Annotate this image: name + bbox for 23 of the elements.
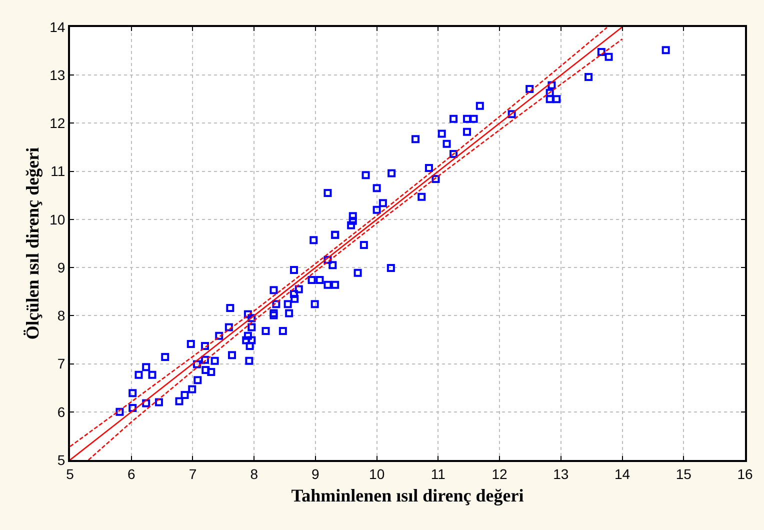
x-tick-label: 16 — [737, 466, 753, 482]
x-tick-label: 9 — [312, 466, 320, 482]
x-tick-label: 10 — [369, 466, 385, 482]
x-tick-label: 15 — [676, 466, 692, 482]
y-tick-label: 6 — [57, 404, 66, 420]
y-axis-title: Ölçülen ısıl direnç değeri — [22, 147, 42, 340]
y-tick-label: 7 — [57, 356, 66, 372]
x-tick-label: 6 — [127, 466, 136, 482]
y-tick-label: 13 — [50, 67, 66, 84]
y-tick-label: 11 — [50, 163, 66, 180]
x-tick-label: 11 — [430, 466, 446, 482]
y-tick-label: 9 — [57, 259, 66, 276]
y-tick-label: 14 — [50, 18, 66, 35]
x-tick-label: 7 — [188, 466, 197, 482]
x-tick-label: 14 — [614, 466, 630, 482]
x-tick-label: 8 — [250, 466, 258, 482]
y-tick-label: 10 — [50, 211, 66, 228]
y-tick-label: 12 — [50, 115, 66, 132]
x-tick-label: 12 — [492, 466, 508, 482]
x-tick-label: 13 — [553, 466, 569, 482]
y-tick-label: 5 — [57, 452, 66, 468]
x-axis-title: Tahminlenen ısıl direnç değeri — [291, 485, 524, 506]
y-tick-label: 8 — [57, 308, 66, 324]
